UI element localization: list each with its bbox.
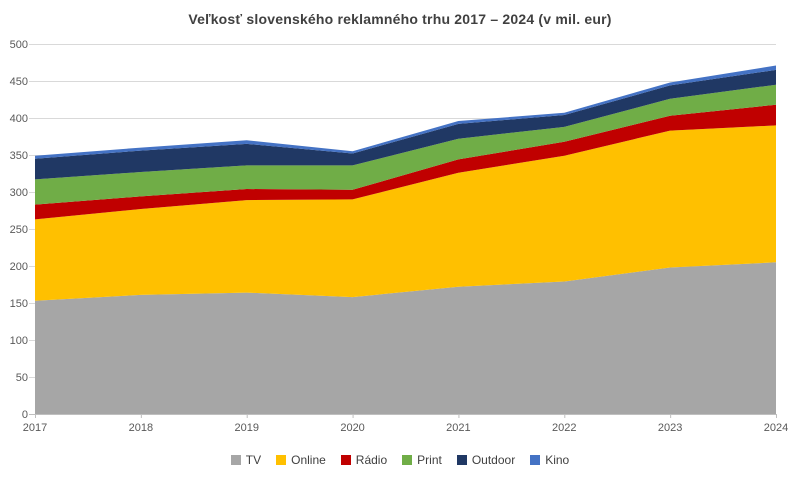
legend-label-kino: Kino xyxy=(545,453,570,467)
y-tick-label-350: 350 xyxy=(10,150,28,162)
x-tick-label-2022: 2022 xyxy=(552,422,576,434)
legend-item-print: Print xyxy=(402,453,442,467)
legend-label-online: Online xyxy=(291,453,326,467)
x-tick-label-2018: 2018 xyxy=(129,422,153,434)
y-tick-label-250: 250 xyxy=(10,224,28,236)
legend-item-rádio: Rádio xyxy=(340,453,388,467)
area-outdoor xyxy=(35,69,776,180)
legend-swatch-outdoor xyxy=(456,455,467,465)
y-tick-label-300: 300 xyxy=(10,187,28,199)
legend-swatch-tv xyxy=(230,455,241,465)
y-tick-label-200: 200 xyxy=(10,261,28,273)
x-tick-label-2023: 2023 xyxy=(658,422,682,434)
legend-label-tv: TV xyxy=(245,453,262,467)
y-tick-label-400: 400 xyxy=(10,113,28,125)
legend-swatch-kino xyxy=(530,455,541,465)
area-rádio xyxy=(35,104,776,220)
y-tick-label-150: 150 xyxy=(10,298,28,310)
y-axis-labels: 0 50 100 150 200 250 300 350 400 450 500 xyxy=(10,39,28,421)
legend-item-online: Online xyxy=(276,453,326,467)
x-tick-label-2017: 2017 xyxy=(23,422,47,434)
area-series xyxy=(35,65,776,414)
x-tick-label-2024: 2024 xyxy=(764,422,788,434)
legend-swatch-print xyxy=(402,455,413,465)
legend-swatch-online xyxy=(276,455,287,465)
legend-label-print: Print xyxy=(417,453,442,467)
x-tick-label-2019: 2019 xyxy=(234,422,258,434)
y-tick-label-500: 500 xyxy=(10,39,28,51)
y-tick-label-450: 450 xyxy=(10,76,28,88)
axis-ticks xyxy=(35,414,777,418)
y-tick-label-100: 100 xyxy=(10,335,28,347)
x-tick-label-2021: 2021 xyxy=(446,422,470,434)
area-print xyxy=(35,84,776,205)
legend-label-outdoor: Outdoor xyxy=(471,453,516,467)
legend-item-tv: TV xyxy=(230,453,262,467)
area-online xyxy=(35,125,776,301)
x-axis-labels: 2017 2018 2019 2020 2021 2022 2023 2024 xyxy=(23,422,788,434)
area-tv xyxy=(35,262,776,414)
legend-item-kino: Kino xyxy=(530,453,569,467)
x-tick-label-2020: 2020 xyxy=(340,422,364,434)
chart-title: Veľkosť slovenského reklamného trhu 2017… xyxy=(188,11,612,27)
legend-label-rádio: Rádio xyxy=(355,453,388,467)
y-tick-label-0: 0 xyxy=(22,409,28,421)
legend-item-outdoor: Outdoor xyxy=(456,453,516,467)
y-tick-label-50: 50 xyxy=(16,372,28,384)
legend-swatch-rádio xyxy=(340,455,351,465)
chart-legend: TV Online Rádio Print Outdoor Kino xyxy=(0,453,800,467)
